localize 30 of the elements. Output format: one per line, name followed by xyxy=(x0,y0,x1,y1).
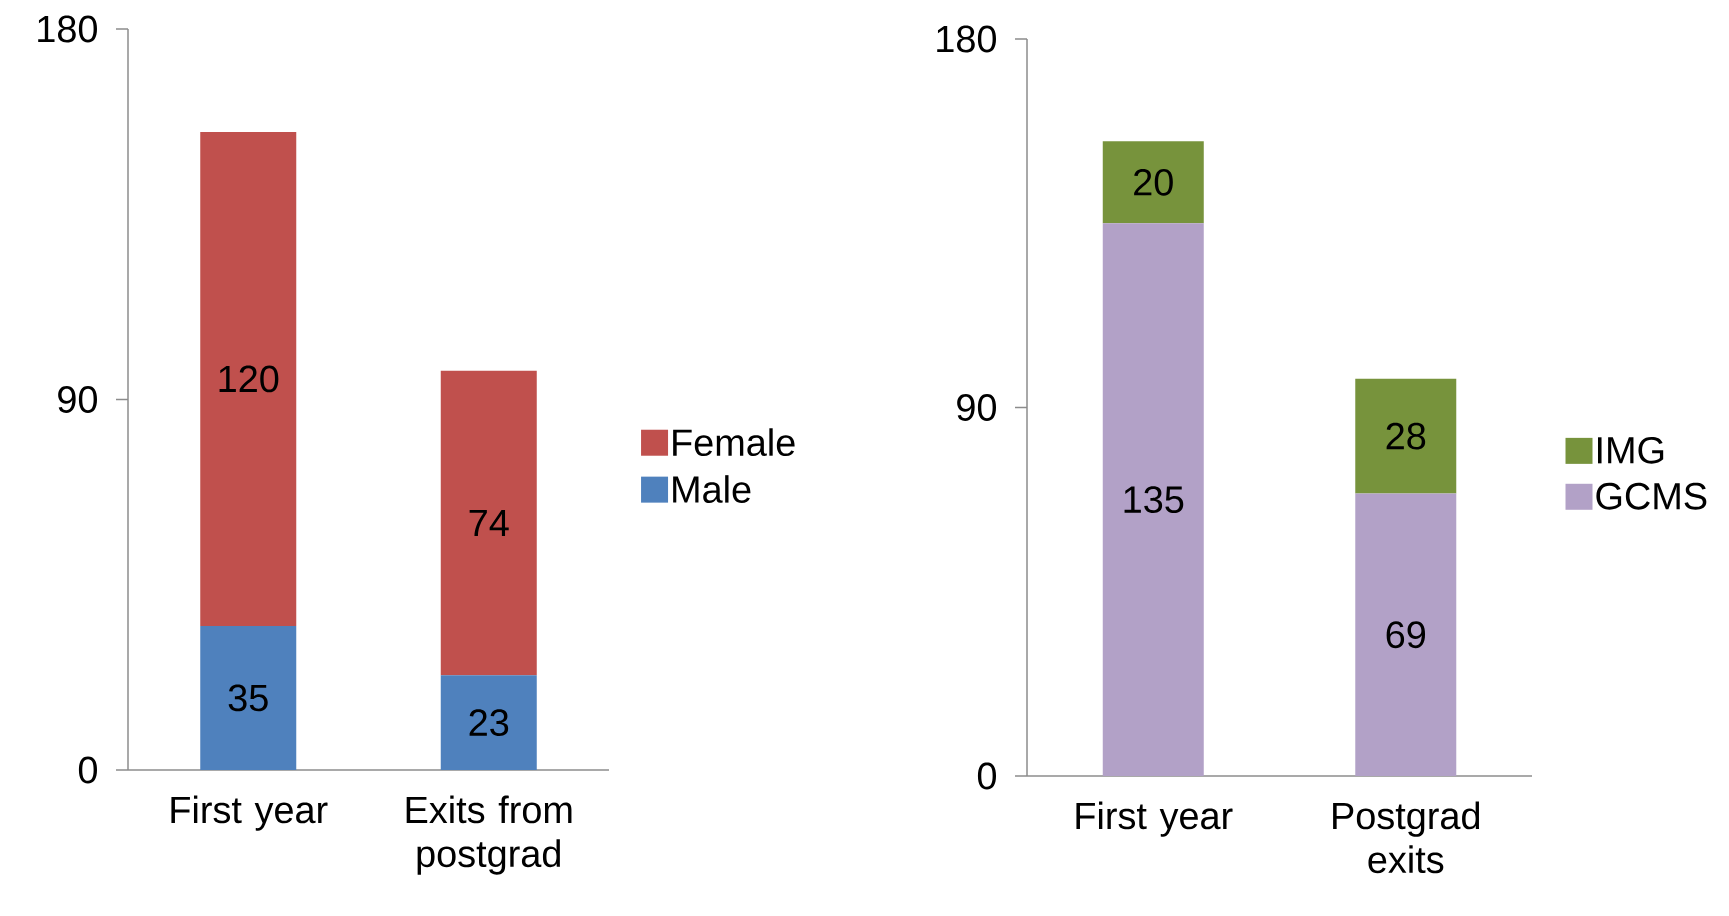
y-tick-label: 180 xyxy=(38,15,97,43)
data-label: 20 xyxy=(1134,168,1173,196)
y-tick-label: 90 xyxy=(58,386,97,413)
y-tick-label: 90 xyxy=(957,394,997,421)
legend-label: Male xyxy=(673,475,751,503)
legend-label: Female xyxy=(673,428,795,457)
legend-label: GCMS xyxy=(1596,482,1707,510)
x-tick-label: Postgrad exits xyxy=(1333,801,1480,874)
y-tick-label: 0 xyxy=(977,762,997,790)
y-tick-label: 180 xyxy=(937,25,996,53)
x-tick-label: First year xyxy=(1076,801,1233,837)
bar xyxy=(440,370,537,676)
data-label: 74 xyxy=(469,509,509,537)
bar xyxy=(1355,378,1457,494)
data-label: 35 xyxy=(228,684,268,712)
data-label: 120 xyxy=(219,365,279,393)
bar xyxy=(440,675,537,770)
bar xyxy=(1102,141,1204,224)
x-tick-label: First year xyxy=(171,795,328,831)
legend-label: IMG xyxy=(1597,436,1664,464)
data-label: 69 xyxy=(1386,621,1426,649)
bar xyxy=(200,131,297,626)
bar xyxy=(200,625,297,770)
x-tick-label: Exits from postgrad xyxy=(406,795,572,875)
bar xyxy=(1102,223,1204,776)
bar xyxy=(1355,493,1457,776)
data-label: 28 xyxy=(1386,422,1426,450)
data-label: 23 xyxy=(469,709,509,737)
y-tick-label: 0 xyxy=(78,756,97,784)
data-label: 135 xyxy=(1124,486,1184,514)
